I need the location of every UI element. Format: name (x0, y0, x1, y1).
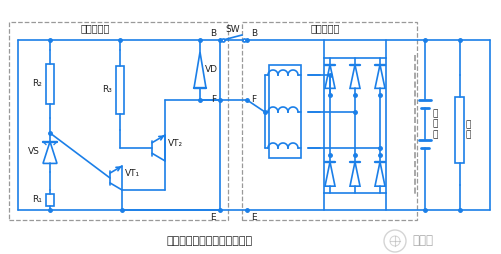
Text: SW: SW (225, 25, 240, 35)
Text: VT₁: VT₁ (125, 169, 140, 179)
Text: R₁: R₁ (32, 196, 42, 204)
Bar (9, 22, 228, 220)
Bar (242, 22, 417, 220)
Bar (455, 97, 464, 163)
Text: R₃: R₃ (102, 86, 112, 94)
Text: 日月辰: 日月辰 (412, 234, 433, 247)
Text: 蓄
电
池: 蓄 电 池 (433, 109, 438, 139)
Text: F: F (211, 96, 216, 104)
Text: VS: VS (28, 148, 40, 156)
Text: VT₂: VT₂ (168, 139, 183, 149)
Text: F: F (251, 96, 256, 104)
Text: B: B (251, 28, 257, 38)
Text: E: E (251, 213, 257, 221)
Text: 电子调节器: 电子调节器 (80, 23, 110, 33)
Bar (116, 66, 124, 114)
Text: R₂: R₂ (32, 80, 42, 88)
Text: 负
载: 负 载 (466, 120, 471, 140)
Bar (269, 65, 301, 158)
Text: E: E (210, 213, 216, 221)
Text: 外搭铁型电子调节器基本电路: 外搭铁型电子调节器基本电路 (167, 236, 253, 246)
Bar (46, 194, 54, 206)
Bar (46, 64, 54, 104)
Text: 交流发电机: 交流发电机 (310, 23, 340, 33)
Text: B: B (210, 28, 216, 38)
Text: VD: VD (205, 66, 218, 74)
